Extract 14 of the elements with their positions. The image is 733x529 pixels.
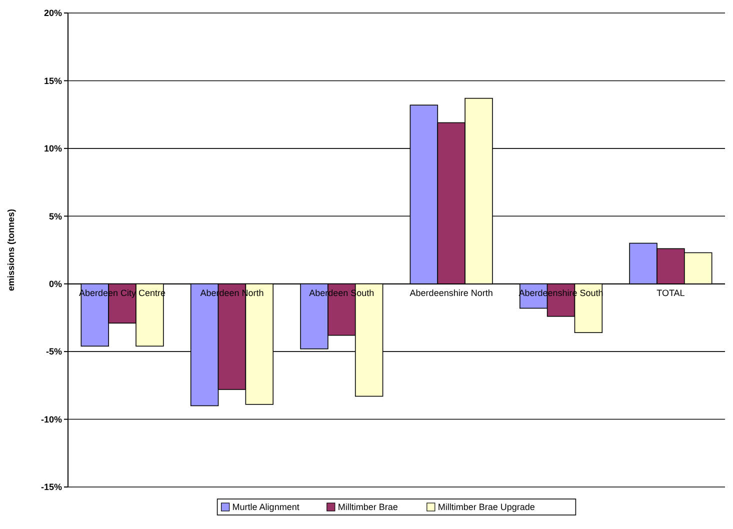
x-tick-label: TOTAL (656, 288, 685, 298)
y-axis-title: emissions (tonnes) (6, 208, 16, 292)
y-tick-label: 0% (48, 279, 62, 290)
y-tick-label: 20% (44, 8, 62, 18)
x-tick-label: Aberdeenshire North (410, 288, 493, 298)
legend-label: Murtle Alignment (232, 502, 300, 512)
legend-label: Milltimber Brae (338, 502, 398, 512)
y-tick-label: 10% (44, 144, 62, 154)
y-tick-label: 15% (44, 76, 62, 86)
y-tick-label: 5% (48, 211, 62, 222)
legend-label: Milltimber Brae Upgrade (438, 502, 535, 512)
y-tick-label: -15% (40, 482, 62, 492)
y-tick-label: -10% (40, 414, 62, 424)
y-tick-label: -5% (46, 346, 62, 357)
